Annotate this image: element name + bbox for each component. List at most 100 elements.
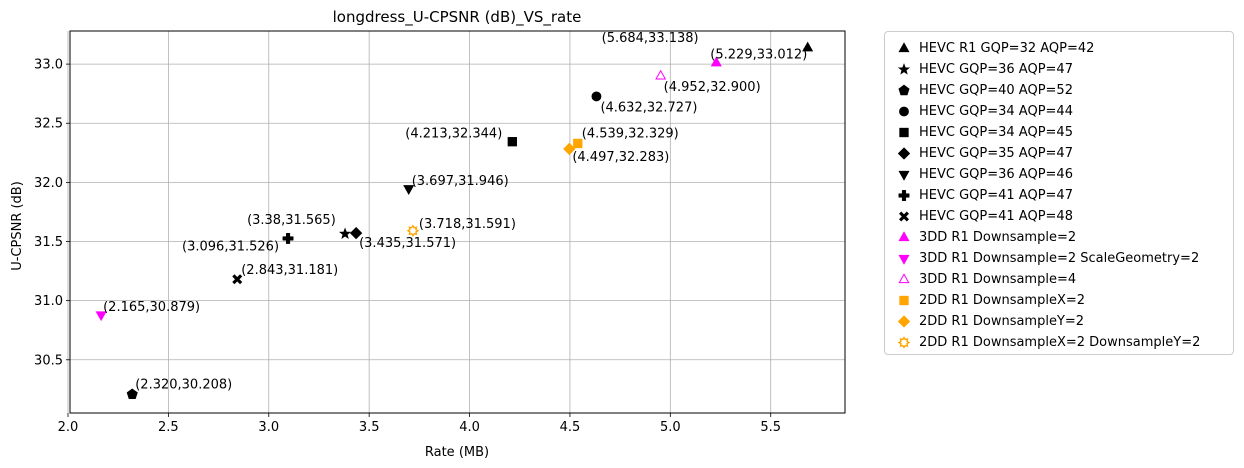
legend-label: 2DD R1 DownsampleX=2	[919, 293, 1086, 308]
legend-marker-shape	[898, 84, 910, 96]
legend-label: HEVC GQP=41 AQP=48	[919, 209, 1073, 224]
data-point-label: (5.684,33.138)	[602, 31, 699, 46]
chart-title: longdress_U-CPSNR (dB)_VS_rate	[333, 8, 582, 27]
data-point-marker	[406, 224, 420, 238]
legend-item: HEVC GQP=36 AQP=46	[885, 164, 1233, 185]
legend-marker-shape	[897, 147, 911, 160]
legend-marker-shape	[899, 295, 909, 306]
legend-label: 2DD R1 DownsampleY=2	[919, 314, 1085, 329]
data-point-label: (4.213,32.344)	[405, 127, 502, 142]
data-point-marker	[802, 41, 814, 52]
legend-marker	[898, 231, 910, 242]
y-tick-label: 31.0	[34, 294, 63, 309]
data-point-marker	[232, 274, 243, 285]
legend-label: 3DD R1 Downsample=2 ScaleGeometry=2	[919, 251, 1200, 266]
data-point-marker	[507, 137, 517, 147]
legend-marker-shape	[897, 63, 911, 75]
data-point-marker	[563, 142, 576, 156]
legend-marker	[898, 254, 910, 265]
data-point-label: (2.165,30.879)	[103, 300, 200, 315]
legend-label: HEVC R1 GQP=32 AQP=42	[919, 41, 1095, 56]
x-tick-label: 2.5	[158, 420, 179, 435]
data-point-label: (2.320,30.208)	[135, 377, 232, 392]
legend-item: 2DD R1 DownsampleX=2	[885, 290, 1233, 311]
legend-marker	[899, 127, 909, 138]
legend-marker-shape	[898, 254, 910, 265]
legend-item: HEVC GQP=41 AQP=48	[885, 206, 1233, 227]
legend-marker	[897, 63, 911, 75]
legend-item: 3DD R1 Downsample=2	[885, 227, 1233, 248]
x-tick-label: 3.0	[258, 420, 279, 435]
legend-label: HEVC GQP=40 AQP=52	[919, 83, 1073, 98]
plot-area-frame	[69, 30, 846, 414]
data-point-marker	[655, 69, 667, 80]
legend-label: HEVC GQP=36 AQP=47	[919, 62, 1073, 77]
legend-item: HEVC GQP=34 AQP=44	[885, 101, 1233, 122]
data-point-marker	[591, 91, 602, 102]
legend-item: HEVC R1 GQP=32 AQP=42	[885, 38, 1233, 59]
legend-marker	[898, 273, 910, 284]
y-tick-label: 32.0	[34, 176, 63, 191]
data-point-label: (3.718,31.591)	[419, 217, 516, 232]
y-tick-label: 31.5	[34, 235, 63, 250]
legend-label: HEVC GQP=34 AQP=44	[919, 104, 1073, 119]
x-tick-label: 4.5	[560, 420, 581, 435]
data-points	[95, 41, 814, 400]
data-point-marker-stroke	[232, 274, 243, 285]
legend-marker	[897, 147, 911, 160]
legend-marker-shape	[899, 127, 909, 138]
legend-marker	[898, 42, 910, 53]
legend-marker-shape	[898, 42, 910, 53]
legend-marker	[897, 315, 911, 328]
data-point-label: (4.497,32.283)	[572, 150, 669, 165]
legend-marker-shape	[897, 315, 911, 328]
y-tick-label: 30.5	[34, 353, 63, 368]
legend-item: 3DD R1 Downsample=2 ScaleGeometry=2	[885, 248, 1233, 269]
legend-label: HEVC GQP=36 AQP=46	[919, 167, 1073, 182]
data-point-label: (5.229,33.012)	[710, 48, 807, 63]
legend-label: 2DD R1 DownsampleX=2 DownsampleY=2	[919, 335, 1201, 350]
data-point-label: (3.38,31.565)	[247, 213, 336, 228]
data-point-label: (3.096,31.526)	[182, 239, 279, 254]
legend-marker	[898, 211, 910, 222]
x-tick-label: 5.5	[760, 420, 781, 435]
legend-marker-shape	[898, 190, 910, 201]
legend-item: HEVC GQP=41 AQP=47	[885, 185, 1233, 206]
y-tick-label: 33.0	[34, 58, 63, 73]
data-point-marker	[573, 138, 583, 149]
legend-marker	[897, 336, 911, 349]
data-point-label: (4.632,32.727)	[600, 100, 697, 115]
data-point-marker	[349, 226, 363, 240]
legend-item: HEVC GQP=40 AQP=52	[885, 80, 1233, 101]
legend-marker	[899, 295, 909, 306]
data-point-marker	[710, 56, 722, 67]
data-point-label: (4.952,32.900)	[664, 80, 761, 95]
legend-label: HEVC GQP=35 AQP=47	[919, 146, 1073, 161]
data-labels: (5.684,33.138) (3.38,31.565) (2.320,30.208…	[103, 31, 807, 393]
legend-marker-shape	[898, 231, 910, 242]
legend-label: HEVC GQP=34 AQP=45	[919, 125, 1073, 140]
legend-marker	[898, 170, 910, 181]
legend-marker	[898, 84, 910, 96]
legend: HEVC R1 GQP=32 AQP=42 HEVC GQP=36 AQP=47 H…	[884, 31, 1234, 355]
data-point-marker	[282, 232, 294, 244]
x-axis-label: Rate (MB)	[425, 445, 489, 460]
data-point-label: (3.435,31.571)	[359, 236, 456, 251]
data-point-label: (2.843,31.181)	[241, 263, 338, 278]
legend-item: HEVC GQP=35 AQP=47	[885, 143, 1233, 164]
legend-marker-shape	[898, 273, 910, 284]
data-point-label: (4.539,32.329)	[582, 126, 679, 141]
data-point-marker	[403, 185, 415, 195]
x-tick-label: 2.0	[58, 420, 79, 435]
legend-item: 2DD R1 DownsampleX=2 DownsampleY=2	[885, 332, 1233, 353]
legend-marker-shape	[899, 106, 909, 117]
data-point-label: (3.697,31.946)	[412, 174, 509, 189]
legend-marker-shape	[897, 336, 911, 349]
legend-item: HEVC GQP=36 AQP=47	[885, 59, 1233, 80]
legend-marker-shape	[898, 211, 910, 222]
data-point-marker	[126, 388, 138, 400]
x-tick-label: 3.5	[359, 420, 380, 435]
legend-item: HEVC GQP=34 AQP=45	[885, 122, 1233, 143]
x-tick-label: 5.0	[660, 420, 681, 435]
legend-label: HEVC GQP=41 AQP=47	[919, 188, 1073, 203]
